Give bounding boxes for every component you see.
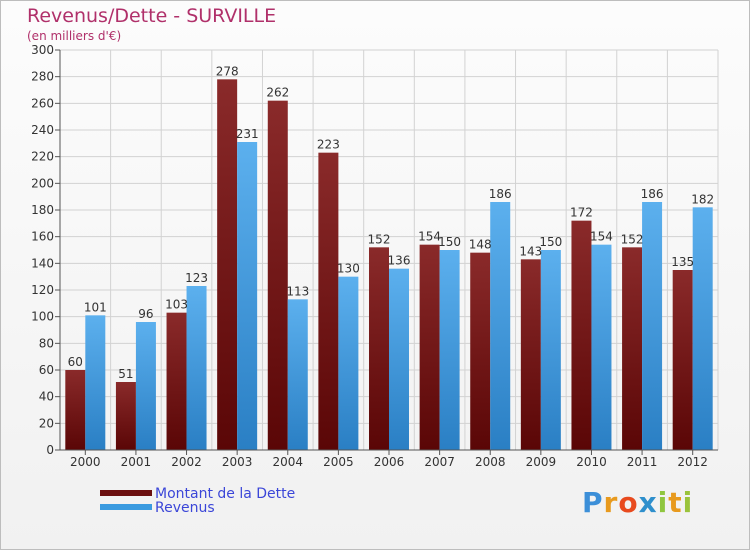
data-label-dette: 154 [418, 230, 441, 244]
bar-dette [369, 247, 389, 450]
bar-revenus [338, 276, 359, 450]
data-label-revenus: 96 [138, 307, 153, 321]
y-tick-label: 40 [39, 390, 54, 404]
bar-revenus [642, 202, 663, 450]
bar-revenus [540, 250, 561, 450]
x-tick-label: 2001 [121, 455, 152, 469]
y-tick-label: 300 [31, 43, 54, 57]
y-tick-label: 100 [31, 310, 54, 324]
data-label-revenus: 123 [185, 271, 208, 285]
data-label-dette: 262 [266, 86, 289, 100]
y-tick-label: 240 [31, 123, 54, 137]
logo-letter: P [582, 486, 604, 519]
bar-dette [470, 252, 491, 450]
x-tick-label: 2011 [627, 455, 658, 469]
data-label-revenus: 101 [84, 300, 107, 314]
legend-swatch-debt [100, 490, 152, 496]
bar-revenus [490, 202, 511, 450]
bar-revenus [186, 286, 207, 450]
bar-revenus [85, 315, 106, 450]
y-tick-label: 180 [31, 203, 54, 217]
data-label-revenus: 182 [691, 192, 714, 206]
bar-dette [318, 152, 339, 450]
chart-subtitle: (en milliers d'€) [27, 29, 122, 43]
legend-swatch-revenus [100, 504, 152, 510]
bar-revenus [287, 299, 308, 450]
data-label-dette: 143 [519, 244, 542, 258]
x-tick-label: 2003 [222, 455, 253, 469]
bar-dette [571, 220, 592, 450]
proxiti-logo: Proxiti [582, 486, 693, 519]
x-tick-label: 2000 [70, 455, 101, 469]
data-label-dette: 51 [118, 367, 133, 381]
logo-letter: i [682, 486, 694, 519]
data-label-dette: 152 [368, 232, 391, 246]
y-tick-label: 0 [46, 443, 54, 457]
y-tick-label: 140 [31, 256, 54, 270]
x-tick-label: 2009 [526, 455, 557, 469]
data-label-revenus: 186 [641, 187, 664, 201]
data-label-revenus: 150 [438, 235, 461, 249]
data-label-dette: 148 [469, 238, 492, 252]
x-tick-label: 2007 [424, 455, 455, 469]
y-tick-label: 280 [31, 70, 54, 84]
data-label-revenus: 136 [388, 254, 411, 268]
data-label-revenus: 231 [236, 127, 259, 141]
data-label-revenus: 154 [590, 230, 613, 244]
bar-revenus [439, 250, 460, 450]
logo-letter: t [668, 486, 683, 519]
y-tick-label: 20 [39, 416, 54, 430]
data-label-dette: 172 [570, 206, 593, 220]
bar-dette [520, 259, 541, 450]
y-tick-label: 200 [31, 176, 54, 190]
data-label-dette: 223 [317, 138, 340, 152]
data-label-dette: 152 [621, 232, 644, 246]
x-tick-label: 2012 [677, 455, 708, 469]
bar-dette [115, 382, 136, 450]
data-label-dette: 278 [216, 64, 239, 78]
x-tick-label: 2006 [374, 455, 405, 469]
bar-revenus [389, 268, 409, 450]
data-label-revenus: 150 [539, 235, 562, 249]
y-tick-label: 60 [39, 363, 54, 377]
bar-dette [672, 270, 693, 450]
bar-revenus [237, 142, 258, 450]
y-tick-label: 260 [31, 96, 54, 110]
data-label-revenus: 113 [286, 284, 309, 298]
chart-title: Revenus/Dette - SURVILLE [27, 5, 277, 27]
bar-dette [217, 79, 238, 450]
logo-letter: x [638, 486, 658, 519]
data-label-dette: 60 [68, 355, 83, 369]
x-tick-label: 2004 [272, 455, 303, 469]
data-label-revenus: 186 [489, 187, 512, 201]
y-tick-label: 160 [31, 230, 54, 244]
bar-dette [622, 247, 643, 450]
x-tick-label: 2010 [576, 455, 607, 469]
legend-label-debt: Montant de la Dette [155, 486, 296, 502]
bar-dette [166, 312, 187, 450]
bar-revenus [591, 244, 612, 450]
data-label-revenus: 130 [337, 262, 360, 276]
bar-revenus [135, 322, 156, 450]
data-label-dette: 103 [165, 298, 188, 312]
logo-letter: i [657, 486, 669, 519]
bar-dette [267, 100, 288, 451]
bar-revenus [692, 207, 713, 450]
bar-dette [65, 370, 86, 450]
y-tick-label: 80 [39, 336, 54, 350]
logo-letter: r [603, 486, 619, 519]
x-tick-label: 2005 [323, 455, 354, 469]
bar-dette [419, 244, 440, 450]
data-label-dette: 135 [671, 255, 694, 269]
y-tick-label: 220 [31, 150, 54, 164]
x-tick-label: 2008 [475, 455, 506, 469]
x-tick-label: 2002 [171, 455, 202, 469]
legend-label-revenus: Revenus [155, 500, 215, 516]
logo-letter: o [618, 486, 639, 519]
y-tick-label: 120 [31, 283, 54, 297]
